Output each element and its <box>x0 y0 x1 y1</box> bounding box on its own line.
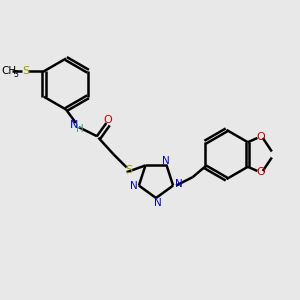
Text: N: N <box>130 181 137 191</box>
Text: CH: CH <box>1 66 16 76</box>
Text: O: O <box>256 167 265 177</box>
Text: 3: 3 <box>13 70 18 79</box>
Text: O: O <box>103 115 112 125</box>
Text: O: O <box>256 132 265 142</box>
Text: S: S <box>22 66 29 76</box>
Text: N: N <box>175 179 182 189</box>
Text: H: H <box>76 124 83 134</box>
Text: N: N <box>162 156 170 166</box>
Text: S: S <box>125 165 133 175</box>
Text: N: N <box>154 198 162 208</box>
Text: N: N <box>70 120 79 130</box>
